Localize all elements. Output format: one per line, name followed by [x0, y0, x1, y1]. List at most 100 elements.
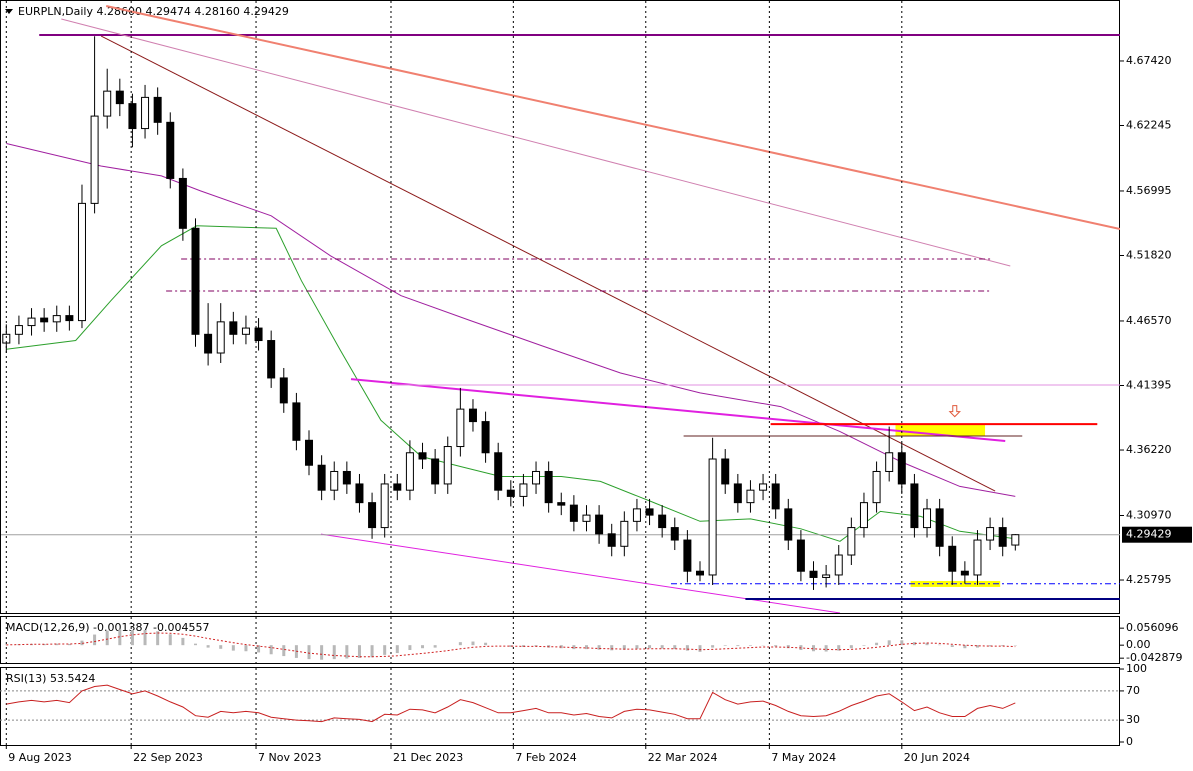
- y-tick-label: 4.51820: [1126, 249, 1172, 262]
- y-tick-label: 70: [1126, 684, 1140, 697]
- x-tick-label: 22 Sep 2023: [133, 751, 203, 764]
- macd-bar: [118, 629, 122, 646]
- macd-bar: [862, 645, 866, 646]
- candle-body: [948, 545, 957, 572]
- candle-body: [342, 470, 351, 485]
- macd-bar: [824, 645, 828, 652]
- candle-body: [431, 458, 440, 485]
- y-tick-label: 4.46570: [1126, 314, 1172, 327]
- y-tick-label: 100: [1126, 662, 1147, 675]
- candle-body: [52, 315, 61, 323]
- candle-body: [204, 333, 213, 354]
- candle-body: [544, 470, 553, 504]
- chart-title: EURPLN,Daily 4.28600 4.29474 4.28160 4.2…: [18, 5, 289, 18]
- macd-bar: [648, 645, 652, 649]
- macd-bar: [875, 642, 879, 646]
- macd-bar: [534, 645, 538, 647]
- candle-body: [317, 464, 326, 491]
- macd-bar: [685, 645, 689, 651]
- macd-bar: [181, 637, 185, 646]
- candle-body: [771, 483, 780, 510]
- macd-bar: [307, 645, 311, 660]
- macd-bar: [67, 643, 71, 646]
- x-tick-label: 22 Mar 2024: [648, 751, 718, 764]
- candle-body: [90, 115, 99, 204]
- y-tick-label: 0.00: [1126, 638, 1151, 651]
- macd-bar: [572, 645, 576, 650]
- y-tick-label: 0.056096: [1126, 621, 1179, 634]
- macd-bar: [837, 645, 841, 651]
- macd-bar: [660, 645, 664, 649]
- macd-bar: [950, 645, 954, 647]
- candle-body: [620, 520, 629, 547]
- current-price-label: 4.29429: [1126, 528, 1172, 541]
- y-tick-label: 4.62245: [1126, 119, 1172, 132]
- candle-body: [481, 421, 490, 454]
- macd-signal: [6, 632, 1016, 658]
- candle-body: [658, 514, 667, 529]
- candle-body: [456, 408, 465, 448]
- highlight-box: [895, 424, 986, 437]
- macd-bar: [774, 645, 778, 647]
- candle-body: [153, 96, 162, 123]
- candle-body: [784, 508, 793, 541]
- macd-bar: [370, 645, 374, 658]
- candle-body: [267, 340, 276, 379]
- candle-body: [885, 452, 894, 472]
- candle-body: [960, 570, 969, 576]
- candle-body: [923, 508, 932, 529]
- y-tick-label: 4.56995: [1126, 184, 1172, 197]
- macd-bar: [269, 645, 273, 655]
- macd-bar: [673, 645, 677, 650]
- macd-bar: [509, 645, 513, 647]
- macd-bar: [320, 645, 324, 660]
- candle-body: [670, 527, 679, 541]
- macd-bar: [433, 645, 437, 648]
- candle-body: [279, 377, 288, 404]
- macd-bar: [408, 645, 412, 651]
- macd-bar: [925, 642, 929, 646]
- macd-bar: [812, 645, 816, 652]
- macd-bar: [786, 645, 790, 649]
- candle-body: [910, 483, 919, 529]
- macd-bar: [282, 645, 286, 657]
- candle-body: [506, 489, 515, 497]
- y-tick-label: 4.25795: [1126, 573, 1172, 586]
- candle-body: [443, 446, 452, 485]
- menu-triangle[interactable]: [5, 9, 13, 14]
- candle-body: [872, 470, 881, 504]
- price-area: [1, 5, 1120, 613]
- macd-bar: [345, 645, 349, 659]
- candle-body: [468, 408, 477, 423]
- y-tick-label: 4.30970: [1126, 508, 1172, 521]
- candle-body: [330, 470, 339, 491]
- macd-bar: [622, 645, 626, 650]
- macd-bar: [421, 645, 425, 649]
- candle-body: [632, 508, 641, 522]
- candle-body: [2, 333, 11, 344]
- candle-body: [645, 508, 654, 516]
- candle-body: [595, 514, 604, 535]
- main-frame: [0, 0, 1120, 614]
- macd-bar: [736, 645, 740, 647]
- macd-bar: [711, 645, 715, 648]
- candle-body: [292, 402, 301, 441]
- x-tick-label: 20 Jun 2024: [904, 751, 970, 764]
- candle-body: [935, 508, 944, 547]
- macd-bar: [912, 642, 916, 646]
- y-tick-label: 0: [1126, 735, 1133, 748]
- candle-body: [746, 489, 755, 504]
- candle-body: [683, 539, 692, 572]
- macd-bar: [988, 645, 992, 647]
- macd-title: MACD(12,26,9) -0.001387 -0.004557: [6, 621, 209, 634]
- candle-body: [65, 315, 74, 322]
- y-tick-label: -0.042879: [1126, 651, 1182, 664]
- candle-body: [166, 121, 175, 179]
- y-tick-label: 4.67420: [1126, 54, 1172, 67]
- candle-body: [191, 227, 200, 335]
- macd-bar: [975, 645, 979, 648]
- macd-bar: [206, 645, 210, 648]
- y-tick-label: 4.36220: [1126, 443, 1172, 456]
- x-tick-label: 7 Feb 2024: [515, 751, 576, 764]
